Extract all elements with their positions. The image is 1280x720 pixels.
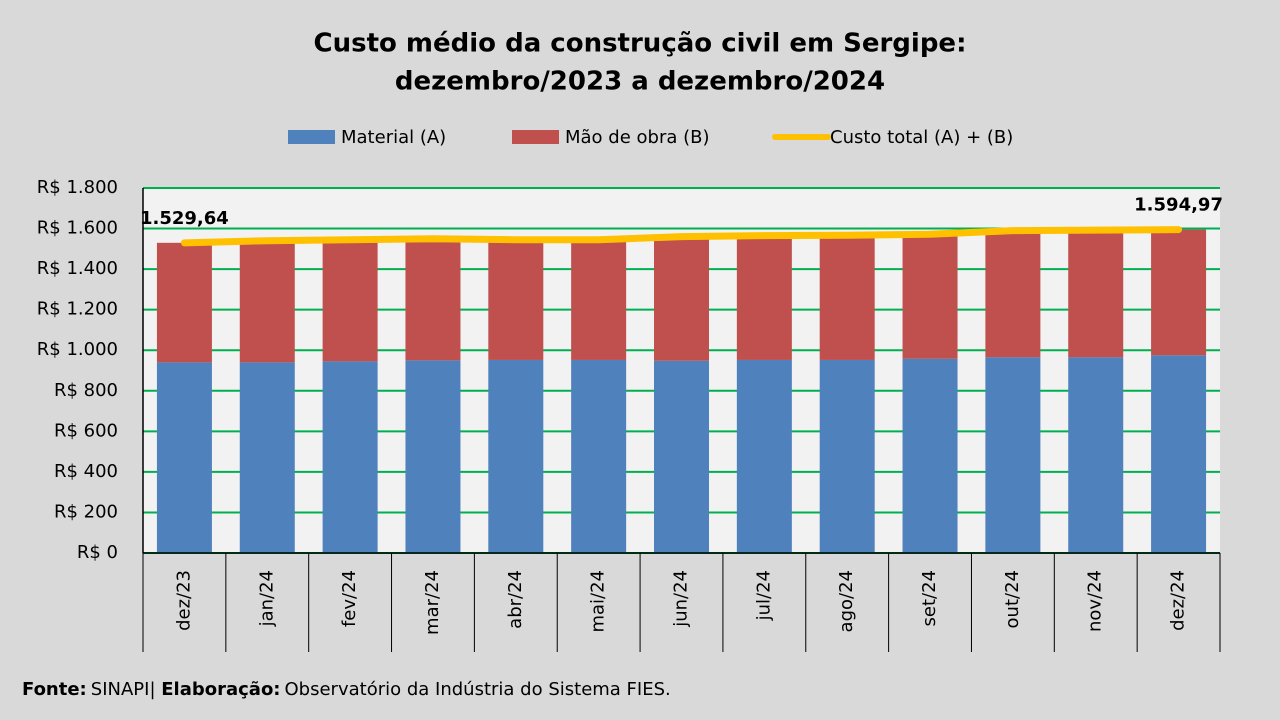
bar bbox=[902, 234, 958, 359]
x-tick-label: jan/24 bbox=[256, 570, 277, 627]
x-tick-label: fev/24 bbox=[339, 570, 360, 627]
x-tick-label: out/24 bbox=[1002, 570, 1023, 628]
x-tick-label: jun/24 bbox=[671, 570, 692, 628]
bar bbox=[654, 360, 709, 553]
bar bbox=[1068, 357, 1124, 553]
x-tick-label: mai/24 bbox=[588, 570, 609, 633]
bar bbox=[571, 239, 627, 360]
bar bbox=[985, 357, 1041, 553]
bar bbox=[571, 359, 627, 553]
bar bbox=[819, 235, 875, 360]
bar bbox=[1151, 355, 1207, 553]
bar bbox=[322, 361, 378, 553]
bar bbox=[985, 230, 1041, 358]
bar bbox=[405, 360, 461, 553]
bar bbox=[736, 359, 792, 553]
x-tick-label: dez/24 bbox=[1168, 570, 1189, 631]
y-tick-label: R$ 1.200 bbox=[37, 299, 118, 320]
bar bbox=[736, 235, 792, 360]
bar bbox=[819, 359, 875, 553]
y-tick-label: R$ 400 bbox=[54, 461, 118, 482]
x-tick-label: mar/24 bbox=[422, 570, 443, 635]
x-tick-label: jul/24 bbox=[753, 570, 774, 621]
legend-label: Mão de obra (B) bbox=[565, 127, 710, 148]
legend-label: Material (A) bbox=[341, 127, 446, 148]
bar bbox=[488, 239, 544, 360]
y-tick-label: R$ 0 bbox=[77, 542, 118, 563]
bar bbox=[322, 239, 378, 362]
bar bbox=[654, 236, 709, 361]
data-label: 1.594,97 bbox=[1134, 195, 1223, 216]
source-text: Observatório da Indústria do Sistema FIE… bbox=[285, 679, 671, 700]
y-tick-label: R$ 1.000 bbox=[37, 339, 118, 360]
bar bbox=[156, 242, 212, 363]
x-tick-label: ago/24 bbox=[836, 570, 857, 632]
bar bbox=[405, 238, 461, 361]
source: Fonte: SINAPI| Elaboração: Observatório da… bbox=[22, 679, 671, 700]
x-tick-label: set/24 bbox=[919, 570, 940, 626]
x-tick-label: nov/24 bbox=[1085, 570, 1106, 632]
chart-title: Custo médio da construção civil em Sergi… bbox=[314, 29, 967, 59]
x-tick-label: abr/24 bbox=[505, 570, 526, 629]
y-tick-label: R$ 200 bbox=[54, 501, 118, 522]
y-tick-label: R$ 1.600 bbox=[37, 218, 118, 239]
y-tick-label: R$ 600 bbox=[54, 420, 118, 441]
bar bbox=[902, 358, 958, 553]
legend-label: Custo total (A) + (B) bbox=[830, 127, 1013, 148]
legend-swatch bbox=[512, 130, 559, 144]
bar bbox=[1068, 230, 1124, 358]
bar bbox=[156, 362, 212, 553]
x-tick-label: dez/23 bbox=[173, 570, 194, 631]
legend-swatch bbox=[288, 130, 335, 144]
y-tick-label: R$ 1.800 bbox=[37, 177, 118, 198]
chart-title: dezembro/2023 a dezembro/2024 bbox=[395, 67, 885, 97]
y-tick-label: R$ 800 bbox=[54, 380, 118, 401]
data-label: 1.529,64 bbox=[140, 208, 229, 229]
source-label: Fonte: bbox=[22, 679, 87, 700]
bar bbox=[239, 240, 295, 363]
bar bbox=[1151, 229, 1207, 356]
bar bbox=[239, 362, 295, 553]
line bbox=[180, 226, 1183, 247]
source-label: Elaboração: bbox=[161, 679, 280, 700]
bar bbox=[488, 359, 544, 553]
y-tick-label: R$ 1.400 bbox=[37, 258, 118, 279]
source-text: SINAPI| bbox=[91, 679, 161, 700]
